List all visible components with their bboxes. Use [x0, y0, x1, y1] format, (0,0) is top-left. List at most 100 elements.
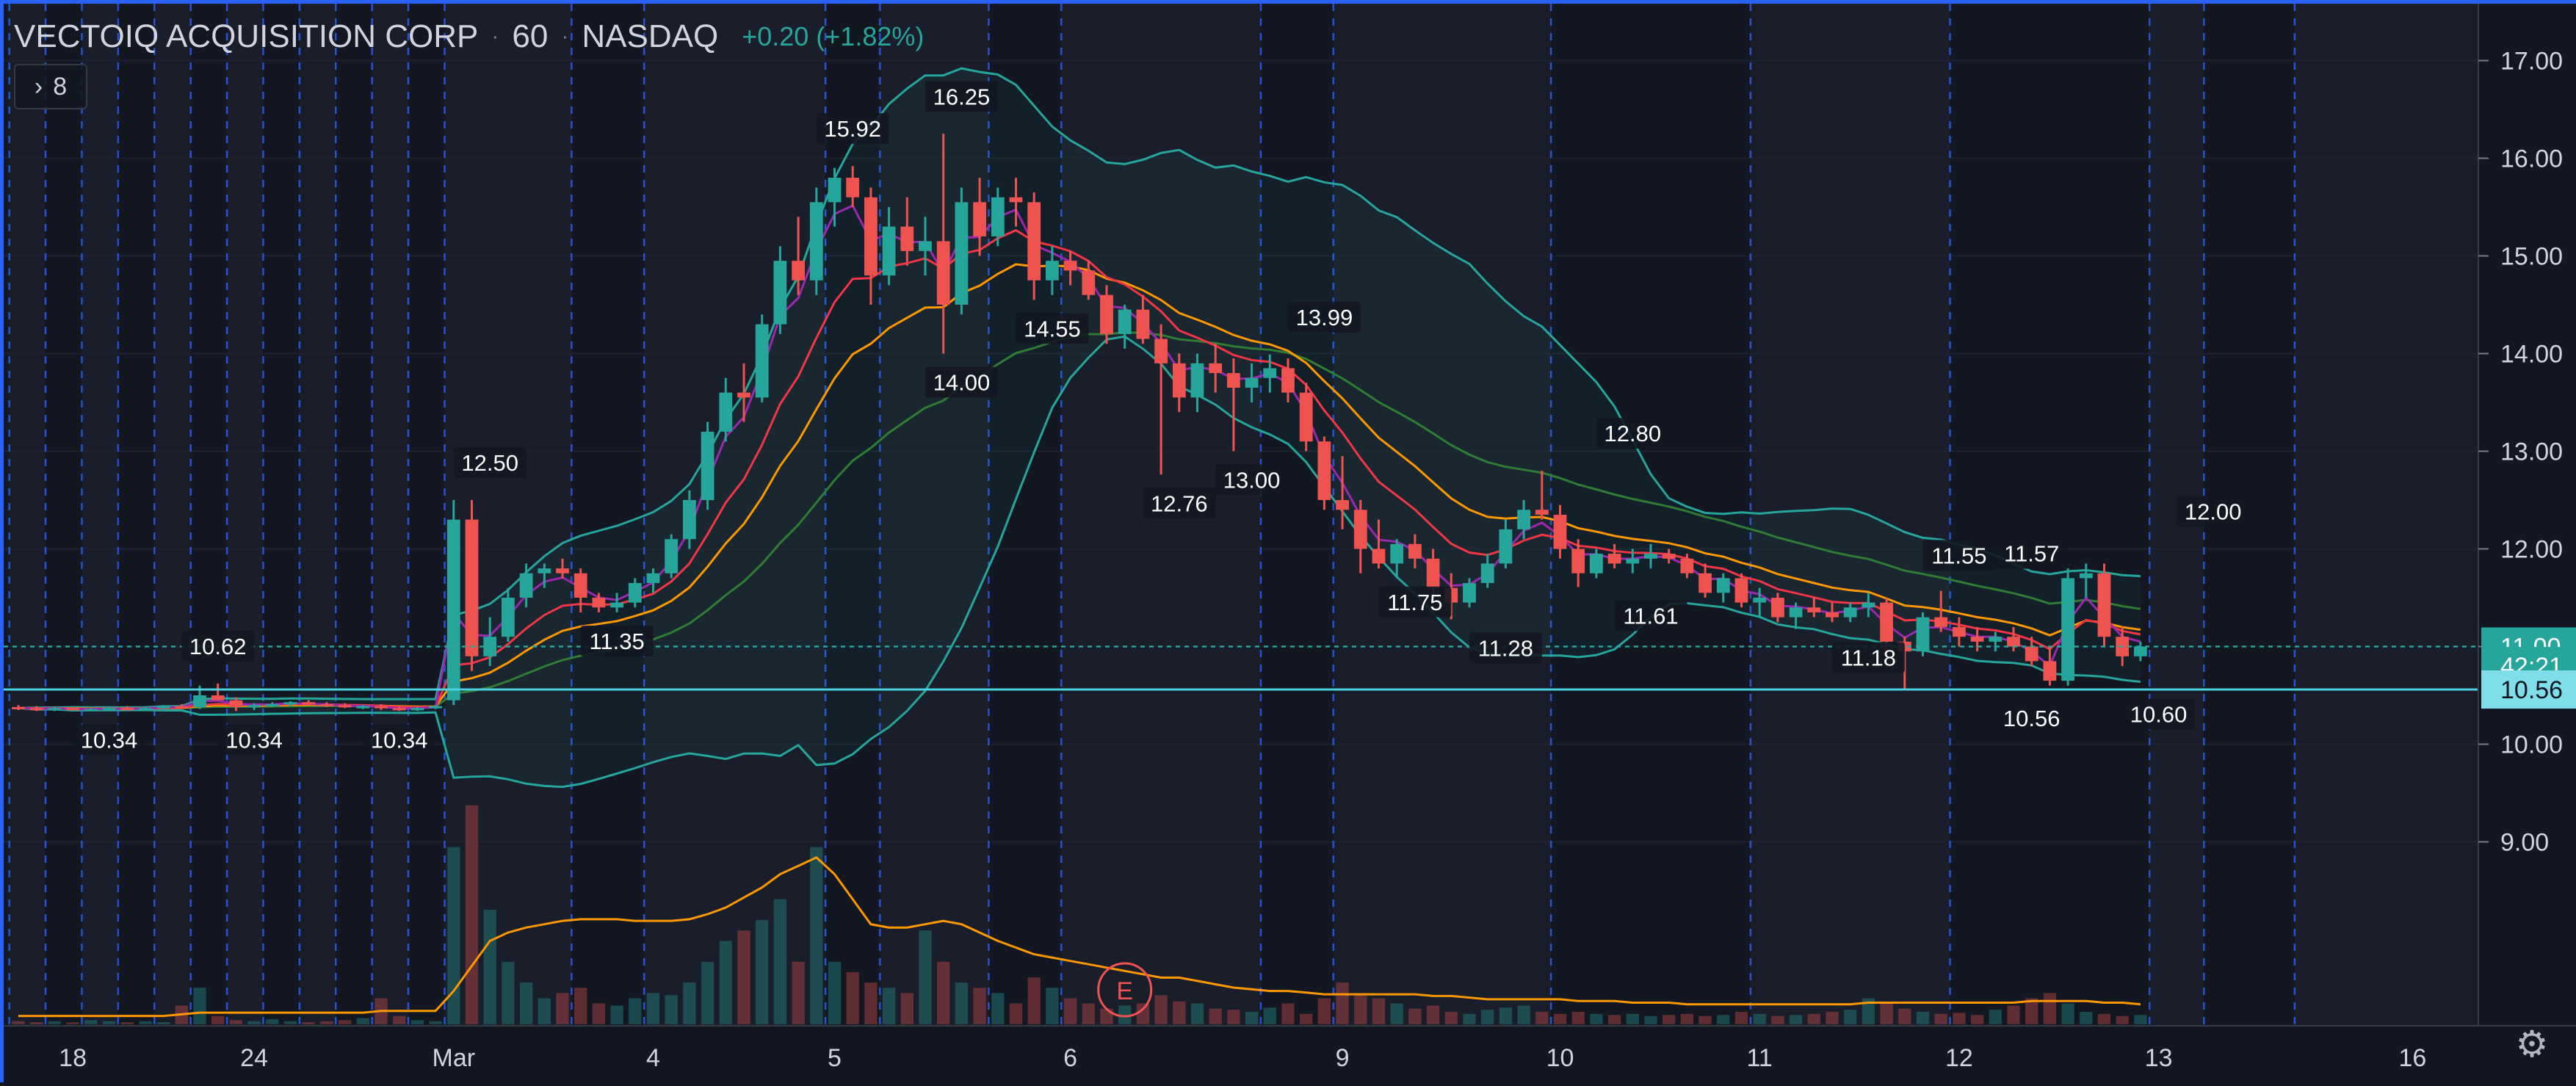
x-tick-label: 11 [1747, 1044, 1773, 1072]
candle-body [1753, 598, 1767, 603]
session-shade [444, 4, 572, 1026]
price-label-bg [73, 724, 145, 756]
candle-body [1353, 510, 1367, 549]
volume-bar [1590, 1013, 1603, 1024]
candle-body [375, 706, 388, 709]
volume-bar [447, 847, 460, 1024]
volume-bar [1408, 1008, 1422, 1024]
price-annotation: 11.18 [1841, 645, 1896, 671]
candle-body [1517, 510, 1530, 529]
volume-bar [2061, 1003, 2074, 1024]
price-label-bg [1378, 586, 1452, 618]
candle-body [2025, 646, 2038, 662]
candle-body [265, 703, 279, 706]
volume-bar [1499, 1007, 1513, 1024]
volume-bar [1807, 1013, 1820, 1024]
candle-body [973, 202, 986, 236]
price-annotation: 10.56 [2003, 706, 2061, 731]
price-annotation: 12.00 [2185, 499, 2242, 525]
y-tick-label: 17.00 [2500, 48, 2563, 76]
candle-body [1698, 573, 1712, 593]
candle-body [955, 202, 969, 305]
candle-body [1571, 549, 1585, 573]
volume-bar [919, 930, 932, 1024]
volume-bar [1934, 1013, 1947, 1024]
candle-body [1734, 578, 1748, 603]
volume-bar [356, 1018, 369, 1024]
volume-bar [1626, 1013, 1639, 1024]
candle-body [773, 261, 787, 325]
volume-bar [247, 1021, 261, 1024]
volume-bar [937, 961, 950, 1024]
volume-bar [338, 1020, 352, 1024]
volume-bar [1009, 1003, 1023, 1024]
header-separator-2: · [561, 24, 569, 48]
candle-body [1299, 392, 1313, 442]
candle-body [1390, 543, 1404, 564]
volume-bar [2007, 1005, 2020, 1024]
volume-bar [1354, 993, 1367, 1024]
candle-body [283, 702, 297, 705]
price-label-bg [1995, 703, 2069, 734]
candle-body [2061, 578, 2074, 681]
x-tick-label: 13 [2145, 1044, 2173, 1072]
symbol-name[interactable]: VECTOIQ ACQUISITION CORP [14, 18, 479, 54]
price-label-bg [2177, 496, 2250, 527]
volume-bar [1571, 1011, 1585, 1024]
candle-body [247, 705, 261, 708]
volume-bar [1953, 1013, 1966, 1024]
session-shade [154, 4, 191, 1026]
volume-bar [2080, 1011, 2093, 1024]
volume-bar [429, 1021, 442, 1024]
volume-bar [991, 993, 1005, 1024]
candle-body [719, 392, 733, 432]
candle-body [139, 708, 152, 711]
volume-bar [882, 988, 896, 1024]
volume-bar [828, 961, 842, 1024]
y-tick-label: 10.00 [2500, 731, 2563, 759]
candle-body [665, 539, 679, 573]
candle-body [574, 573, 587, 598]
earnings-event-marker [1097, 962, 1153, 1018]
volume-bar [1535, 1011, 1549, 1024]
candle-body [1607, 554, 1621, 564]
candle-body [1263, 368, 1277, 378]
price-annotation: 13.99 [1296, 305, 1353, 330]
volume-bar [538, 998, 551, 1024]
price-label-bg [1995, 537, 2069, 569]
price-axis-tag [2481, 670, 2576, 709]
candle-body [1426, 558, 1440, 588]
bollinger-upper [18, 67, 2141, 709]
volume-bar [719, 941, 732, 1024]
session-shade [372, 4, 409, 1026]
volume-bar [1336, 982, 1349, 1024]
price-annotation: 10.34 [81, 727, 138, 753]
gear-icon[interactable]: ⚙ [2515, 1024, 2549, 1065]
session-shade [9, 4, 46, 1026]
volume-bar [2116, 1016, 2129, 1024]
price-label-bg [925, 81, 998, 112]
volume-bar [229, 1020, 243, 1024]
candle-body [1535, 510, 1549, 515]
volume-bar [519, 982, 533, 1024]
price-annotation: 11.57 [2004, 541, 2059, 567]
candle-body [1136, 309, 1150, 339]
candle-body [2043, 661, 2057, 681]
price-label-bg [1143, 488, 1216, 519]
candle-body [1227, 373, 1240, 388]
candle-body [211, 695, 225, 701]
ema-fast-line [18, 204, 2141, 711]
volume-bar [1444, 1011, 1458, 1024]
indicators-toggle-button[interactable]: › 8 [14, 64, 87, 109]
price-axis-tag-label: 10.56 [2500, 676, 2563, 704]
interval-label[interactable]: 60 [512, 18, 549, 54]
volume-bar [1463, 1013, 1476, 1024]
candle-body [1680, 558, 1694, 573]
candle-body [156, 706, 170, 709]
price-chart[interactable]: 12.50 10.62 10.34 10.34 10.34 11.35 15.92 16.25… [4, 4, 2576, 1086]
volume-bar [393, 1016, 406, 1024]
candle-body [1499, 529, 1513, 564]
candle-body [1372, 549, 1386, 564]
price-annotation: 16.25 [933, 84, 991, 109]
